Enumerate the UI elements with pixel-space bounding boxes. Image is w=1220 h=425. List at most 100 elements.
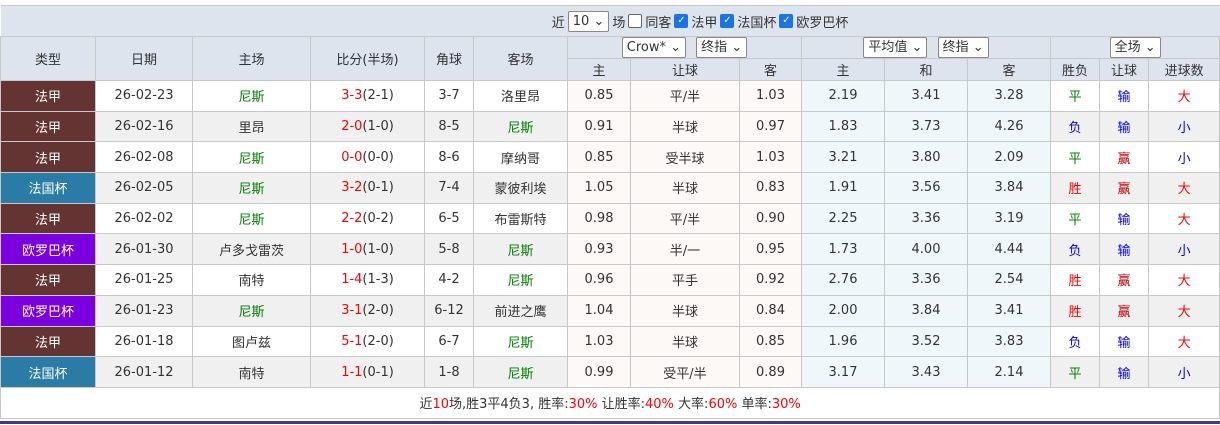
euro-away-odds: 4.44	[967, 233, 1051, 266]
result-goals: 小	[1147, 356, 1220, 388]
result-goals: 大	[1147, 172, 1220, 204]
home-team[interactable]: 尼斯	[192, 141, 311, 174]
euro-draw-odds: 3.52	[884, 325, 968, 358]
handicap: 受半球	[630, 141, 740, 174]
score[interactable]: 3-1(2-0)	[310, 294, 425, 327]
score[interactable]: 2-2(0-2)	[310, 202, 425, 235]
filters: 近 10 ⌄ 场 同客 ✓ 法甲 ✓ 法国杯 ✓ 欧罗巴杯	[552, 10, 848, 32]
result-goals: 大	[1147, 294, 1220, 327]
home-team[interactable]: 图卢兹	[192, 325, 311, 358]
euro-draw-odds: 3.84	[884, 294, 968, 327]
asian-away-odds: 1.03	[739, 80, 802, 112]
result-handicap: 赢	[1099, 294, 1149, 327]
col-euro-away: 客	[967, 58, 1051, 81]
euro-draw-odds: 4.00	[884, 233, 968, 266]
away-team[interactable]: 布雷斯特	[473, 202, 568, 235]
league-type[interactable]: 法甲	[0, 110, 96, 143]
result-handicap: 输	[1099, 110, 1149, 143]
league-type[interactable]: 法甲	[0, 325, 96, 358]
league-type[interactable]: 法甲	[0, 202, 96, 235]
home-team[interactable]: 尼斯	[192, 202, 311, 235]
period-select[interactable]: 全场 ⌄	[1109, 37, 1161, 58]
euro-odds-controls: 平均值 ⌄ 终指 ⌄	[801, 36, 1051, 59]
score[interactable]: 2-0(1-0)	[310, 110, 425, 143]
same-away-checkbox[interactable]	[628, 14, 643, 28]
euro-home-odds: 1.83	[801, 110, 885, 143]
home-team[interactable]: 里昂	[192, 110, 311, 143]
table-row: 欧罗巴杯 26-01-23 尼斯 3-1(2-0) 6-12 前进之鹰 1.04 半球 0.84…	[0, 294, 1220, 327]
result-goals: 大	[1147, 264, 1220, 296]
match-date: 26-01-12	[95, 356, 193, 388]
away-team[interactable]: 尼斯	[473, 264, 568, 296]
score[interactable]: 1-4(1-3)	[310, 264, 425, 296]
euro-away-odds: 3.19	[967, 202, 1051, 235]
corners: 8-6	[424, 141, 474, 174]
handicap: 半球	[630, 110, 740, 143]
home-team[interactable]: 卢多戈雷茨	[192, 233, 311, 266]
euro-home-odds: 3.17	[801, 356, 885, 388]
home-team[interactable]: 尼斯	[192, 294, 311, 327]
recent-count-select[interactable]: 10 ⌄	[567, 10, 610, 32]
away-team[interactable]: 摩纳哥	[473, 141, 568, 174]
away-team[interactable]: 洛里昂	[473, 80, 568, 112]
league-checkbox-ligue1[interactable]: ✓	[674, 14, 689, 28]
league-type[interactable]: 法国杯	[0, 356, 96, 388]
score[interactable]: 1-1(0-1)	[310, 356, 425, 388]
euro-home-odds: 1.91	[801, 172, 885, 204]
asian-home-odds: 1.03	[567, 325, 631, 358]
league-type[interactable]: 法甲	[0, 80, 96, 112]
average-select[interactable]: 平均值 ⌄	[863, 37, 928, 58]
score[interactable]: 3-2(0-1)	[310, 172, 425, 204]
away-team[interactable]: 蒙彼利埃	[473, 172, 568, 204]
result-win-loss: 胜	[1050, 264, 1100, 296]
euro-home-odds: 2.25	[801, 202, 885, 235]
corners: 7-4	[424, 172, 474, 204]
match-date: 26-01-30	[95, 233, 193, 266]
company-select[interactable]: Crow* ⌄	[621, 37, 687, 58]
home-team[interactable]: 南特	[192, 356, 311, 388]
result-win-loss: 负	[1050, 233, 1100, 266]
handicap: 受平/半	[630, 356, 740, 388]
result-win-loss: 平	[1050, 202, 1100, 235]
score[interactable]: 3-3(2-1)	[310, 80, 425, 112]
away-team[interactable]: 尼斯	[473, 356, 568, 388]
recent-matches-table: 近 10 ⌄ 场 同客 ✓ 法甲 ✓ 法国杯 ✓ 欧罗巴杯 类型 日期 主场 比分(半…	[0, 5, 1220, 419]
result-win-loss: 平	[1050, 80, 1100, 112]
table-row: 法甲 26-02-02 尼斯 2-2(0-2) 6-5 布雷斯特 0.98 平/半 0.90 2.…	[0, 202, 1220, 235]
result-win-loss: 负	[1050, 110, 1100, 143]
odds-type-select[interactable]: 终指 ⌄	[696, 37, 748, 58]
result-handicap: 赢	[1099, 264, 1149, 296]
handicap: 平手	[630, 264, 740, 296]
home-team[interactable]: 尼斯	[192, 172, 311, 204]
score[interactable]: 1-0(1-0)	[310, 233, 425, 266]
col-odds-away: 客	[739, 58, 802, 81]
col-home: 主场	[192, 36, 311, 81]
away-team[interactable]: 尼斯	[473, 325, 568, 358]
asian-home-odds: 0.96	[567, 264, 631, 296]
league-checkbox-coupe[interactable]: ✓	[720, 14, 735, 28]
away-team[interactable]: 尼斯	[473, 110, 568, 143]
euro-odds-type-select[interactable]: 终指 ⌄	[937, 37, 989, 58]
asian-away-odds: 0.92	[739, 264, 802, 296]
league-label: 法甲	[691, 15, 718, 31]
corners: 8-5	[424, 110, 474, 143]
home-team[interactable]: 南特	[192, 264, 311, 296]
league-type[interactable]: 欧罗巴杯	[0, 294, 96, 327]
score[interactable]: 5-1(2-0)	[310, 325, 425, 358]
league-type[interactable]: 法甲	[0, 264, 96, 296]
asian-away-odds: 0.90	[739, 202, 802, 235]
match-date: 26-02-23	[95, 80, 193, 112]
table-row: 法甲 26-02-08 尼斯 0-0(0-0) 8-6 摩纳哥 0.85 受半球 1.03 3.2…	[0, 141, 1220, 174]
league-type[interactable]: 法甲	[0, 141, 96, 174]
away-team[interactable]: 尼斯	[473, 233, 568, 266]
league-type[interactable]: 欧罗巴杯	[0, 233, 96, 266]
handicap: 半球	[630, 294, 740, 327]
league-checkbox-europa[interactable]: ✓	[779, 14, 794, 28]
away-team[interactable]: 前进之鹰	[473, 294, 568, 327]
score[interactable]: 0-0(0-0)	[310, 141, 425, 174]
table-row: 欧罗巴杯 26-01-30 卢多戈雷茨 1-0(1-0) 5-8 尼斯 0.93 半/一 0.9…	[0, 233, 1220, 266]
result-controls: 全场 ⌄	[1049, 36, 1220, 59]
table-row: 法甲 26-01-18 图卢兹 5-1(2-0) 6-7 尼斯 1.03 半球 0.85 1.96…	[0, 325, 1220, 358]
home-team[interactable]: 尼斯	[192, 80, 311, 112]
league-type[interactable]: 法国杯	[0, 172, 96, 204]
